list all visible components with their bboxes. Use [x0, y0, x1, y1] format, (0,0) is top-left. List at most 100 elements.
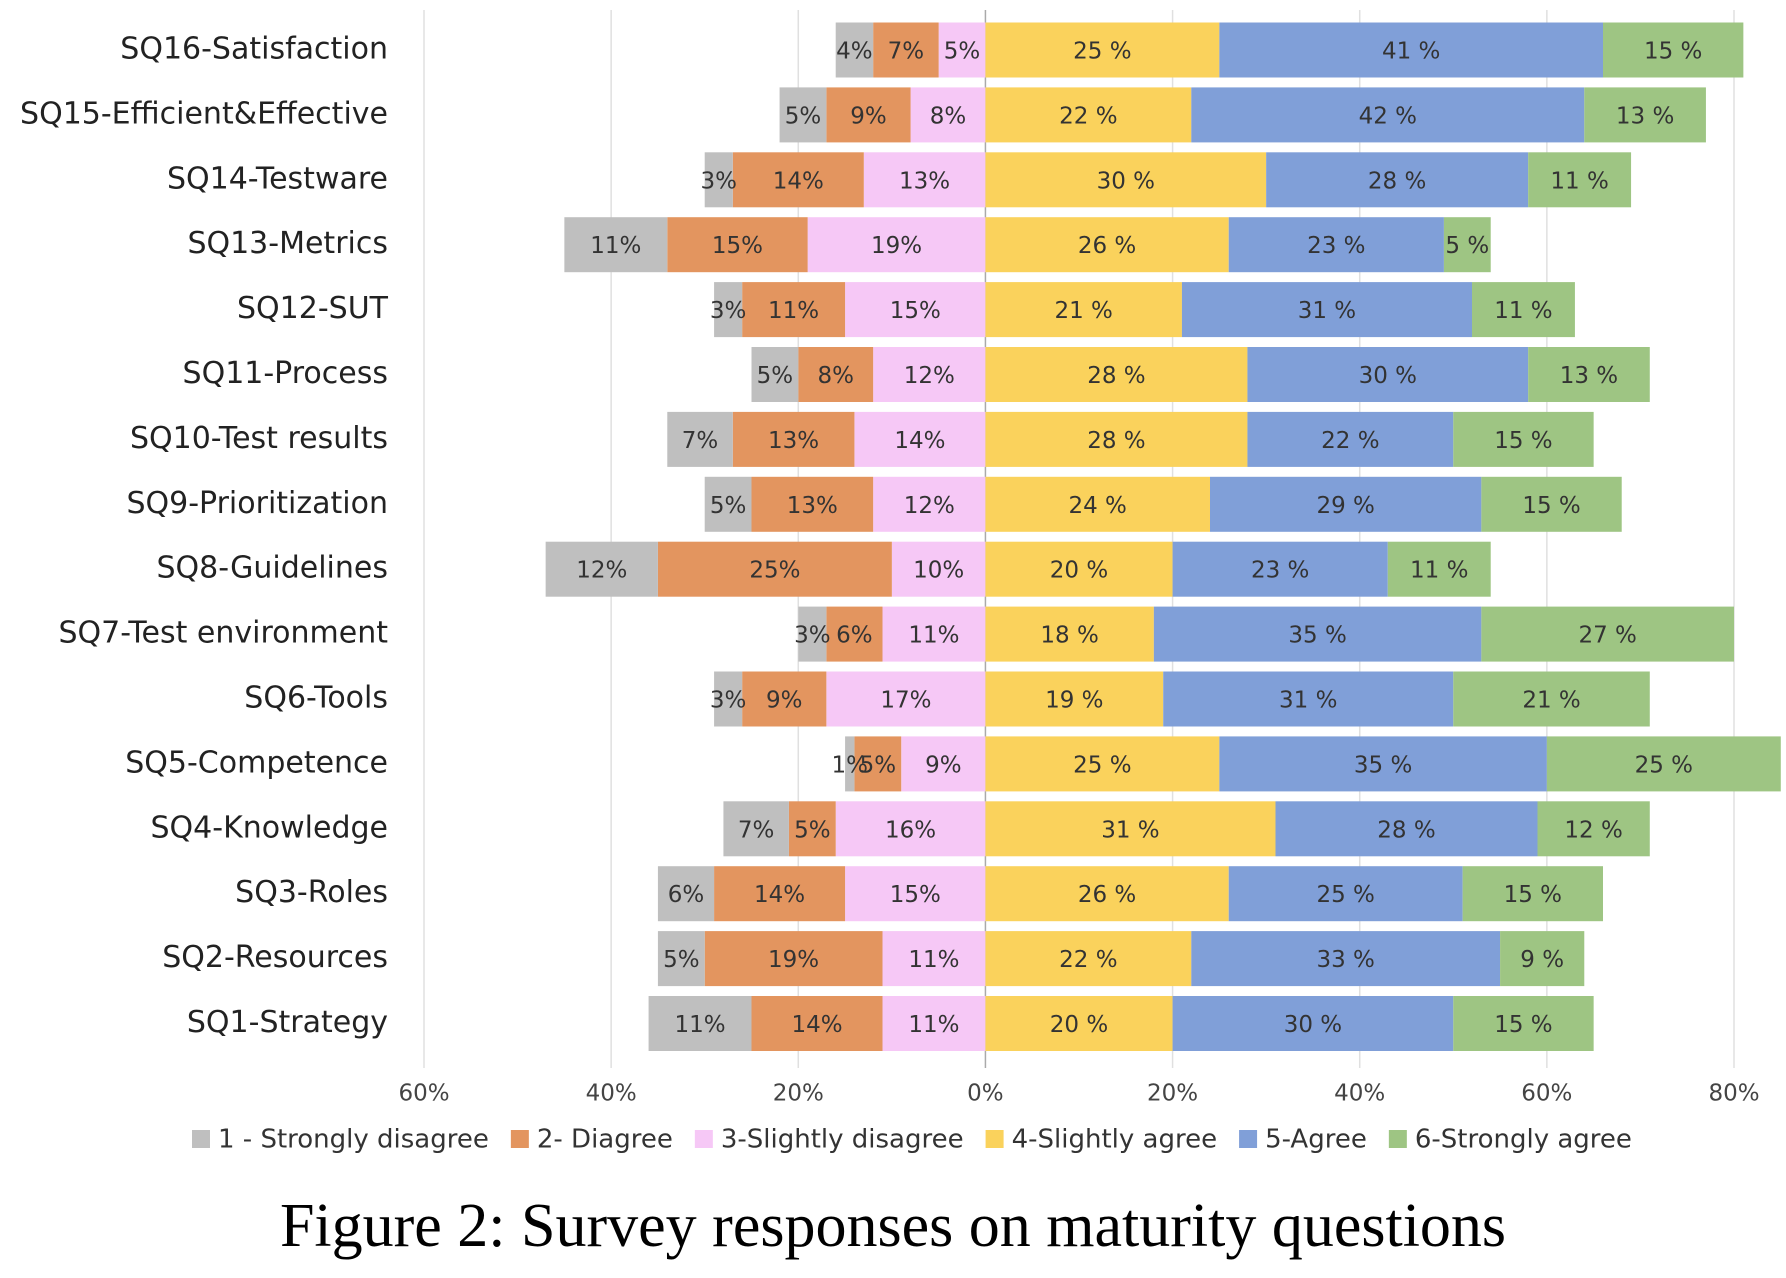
bar-segment	[985, 152, 1267, 208]
legend-label: 3-Slightly disagree	[721, 1125, 964, 1155]
value-label: 3%	[710, 688, 747, 714]
bar-segment	[1153, 606, 1482, 662]
legend-swatch	[1239, 1130, 1258, 1148]
bar-segment	[657, 541, 892, 597]
value-label: 24 %	[1068, 493, 1126, 519]
value-label: 11%	[908, 623, 959, 649]
value-label: 9%	[925, 752, 962, 778]
bar-segment	[667, 217, 808, 273]
bar-segment	[826, 606, 883, 662]
bar-segment	[723, 801, 789, 857]
x-tick-label: 20%	[1147, 1081, 1198, 1107]
value-label: 19 %	[1045, 688, 1103, 714]
value-label: 11%	[674, 1012, 725, 1038]
x-tick-label: 40%	[586, 1081, 637, 1107]
bar-segment	[704, 476, 752, 532]
value-label: 15 %	[1494, 1012, 1552, 1038]
bar-segment	[863, 152, 986, 208]
bar-segment	[882, 931, 986, 987]
value-label: 12 %	[1564, 817, 1622, 843]
bar-segment	[1443, 217, 1491, 273]
bar-segment	[704, 931, 883, 987]
category-label: SQ5-Competence	[125, 745, 388, 780]
bar-segment	[835, 801, 986, 857]
bar-segment	[807, 217, 986, 273]
value-label: 14%	[894, 428, 945, 454]
value-label: 22 %	[1321, 428, 1379, 454]
bar-segment	[882, 606, 986, 662]
value-label: 11 %	[1550, 168, 1608, 194]
bar-segment	[873, 476, 986, 532]
value-label: 30 %	[1359, 363, 1417, 389]
value-label: 30 %	[1284, 1012, 1342, 1038]
value-label: 31 %	[1101, 817, 1159, 843]
value-label: 15 %	[1644, 39, 1702, 65]
value-label: 15%	[890, 882, 941, 908]
x-tick-label: 60%	[1521, 1081, 1572, 1107]
value-label: 35 %	[1354, 752, 1412, 778]
bar-segment	[751, 347, 799, 402]
value-label: 20 %	[1050, 1012, 1108, 1038]
value-label: 23 %	[1251, 558, 1309, 584]
bar-segment	[1219, 736, 1547, 792]
bar-segment	[1275, 801, 1538, 857]
caption: Figure 2: Survey responses on maturity q…	[280, 1192, 1506, 1260]
value-label: 31 %	[1298, 298, 1356, 324]
bar-segment	[1481, 476, 1622, 532]
bar-segment	[1228, 217, 1444, 273]
bar-segment	[985, 22, 1220, 78]
bar-segment	[985, 87, 1192, 143]
bar-segment	[564, 217, 668, 273]
bar-segment	[901, 736, 986, 792]
value-label: 11%	[908, 1012, 959, 1038]
x-tick-label: 40%	[1334, 1081, 1385, 1107]
legend-swatch	[985, 1130, 1004, 1148]
bar-segment	[732, 152, 864, 208]
bar-segment	[1210, 476, 1482, 532]
value-label: 25 %	[1316, 882, 1374, 908]
bar-segment	[985, 411, 1248, 467]
bar-segment	[1584, 87, 1706, 143]
bar-segment	[985, 541, 1173, 597]
value-label: 14%	[754, 882, 805, 908]
value-label: 5%	[860, 752, 897, 778]
bar-segment	[742, 671, 827, 727]
value-label: 14%	[773, 168, 824, 194]
value-label: 19%	[768, 947, 819, 973]
category-label: SQ10-Test results	[130, 421, 388, 456]
x-tick-label: 0%	[967, 1081, 1004, 1107]
value-label: 21 %	[1054, 298, 1112, 324]
value-label: 5%	[794, 817, 831, 843]
bar-segment	[873, 22, 939, 78]
legend-swatch	[1388, 1130, 1407, 1148]
legend-label: 1 - Strongly disagree	[218, 1125, 489, 1155]
value-label: 13%	[899, 168, 950, 194]
value-label: 11%	[590, 233, 641, 259]
value-label: 25 %	[1073, 39, 1131, 65]
bar-segment	[1181, 282, 1472, 338]
value-label: 28 %	[1087, 428, 1145, 454]
bar-segment	[1453, 671, 1650, 727]
bar-segment	[845, 866, 986, 922]
value-label: 13 %	[1560, 363, 1618, 389]
bar-segment	[910, 87, 986, 143]
bar-segment	[1472, 282, 1575, 338]
bar-segment	[1528, 152, 1632, 208]
bar-segment	[657, 866, 715, 922]
value-label: 35 %	[1288, 623, 1346, 649]
bar-segment	[798, 606, 827, 662]
bar-segment	[1247, 347, 1529, 402]
category-label: SQ3-Roles	[235, 875, 388, 910]
category-label: SQ1-Strategy	[187, 1005, 388, 1040]
bar-segment	[854, 736, 902, 792]
bar-segment	[1500, 931, 1585, 987]
bar-segment	[1228, 866, 1463, 922]
bar-segment	[714, 866, 846, 922]
value-label: 25%	[749, 558, 800, 584]
category-label: SQ2-Resources	[162, 940, 388, 975]
value-label: 22 %	[1059, 947, 1117, 973]
value-label: 42 %	[1359, 103, 1417, 129]
value-label: 6%	[668, 882, 705, 908]
bar-segment	[985, 606, 1154, 662]
category-label: SQ12-SUT	[237, 291, 389, 326]
